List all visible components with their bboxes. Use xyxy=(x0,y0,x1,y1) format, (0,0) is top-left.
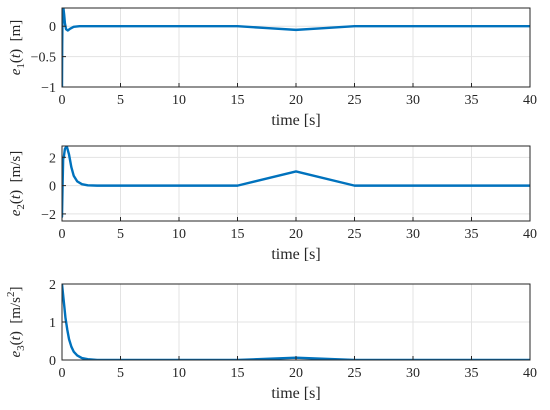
x-tick-label: 20 xyxy=(289,227,303,242)
x-tick-label: 15 xyxy=(231,227,245,242)
x-tick-label: 35 xyxy=(465,366,479,381)
x-tick-label: 25 xyxy=(348,93,362,108)
y-tick-label: −1 xyxy=(41,81,56,96)
x-tick-label: 40 xyxy=(523,366,537,381)
y-tick-label: 1 xyxy=(49,316,56,331)
y-tick-label: 0 xyxy=(49,20,56,35)
y-axis-label: e1(t) [m] xyxy=(8,20,27,76)
x-tick-label: 10 xyxy=(172,366,186,381)
subplot-3: 0 5 10 15 20 25 30 35 40 0 1 2 time [s] e3(t) [m/s2] xyxy=(5,278,537,402)
x-tick-label: 0 xyxy=(59,366,66,381)
y-tick-label: 0 xyxy=(49,354,56,369)
y-tick-label: 2 xyxy=(49,151,56,166)
x-tick-label: 5 xyxy=(117,93,124,108)
subplot-1: 0 5 10 15 20 25 30 35 40 −1 −0.5 0 time [s] e1(t) [m] xyxy=(8,7,537,129)
x-tick-label: 20 xyxy=(289,366,303,381)
x-axis-label: time [s] xyxy=(271,246,320,263)
x-tick-label: 25 xyxy=(348,366,362,381)
y-tick-label: −2 xyxy=(41,208,56,223)
x-tick-label: 35 xyxy=(465,93,479,108)
x-tick-label: 0 xyxy=(59,93,66,108)
x-tick-label: 10 xyxy=(172,93,186,108)
series-line-1 xyxy=(62,8,530,87)
y-axis-label: e2(t) [m/s] xyxy=(8,151,27,217)
y-tick-label: −0.5 xyxy=(31,51,56,66)
y-axis-label: e3(t) [m/s2] xyxy=(5,286,27,357)
x-tick-label: 25 xyxy=(348,227,362,242)
x-tick-label: 20 xyxy=(289,93,303,108)
x-tick-label: 35 xyxy=(465,227,479,242)
x-tick-label: 15 xyxy=(231,93,245,108)
x-tick-label: 40 xyxy=(523,227,537,242)
x-tick-label: 30 xyxy=(406,227,420,242)
x-tick-label: 10 xyxy=(172,227,186,242)
x-tick-label: 30 xyxy=(406,93,420,108)
x-tick-label: 15 xyxy=(231,366,245,381)
y-tick-label: 2 xyxy=(49,278,56,293)
y-tick-label: 0 xyxy=(49,180,56,195)
x-tick-label: 0 xyxy=(59,227,66,242)
x-axis-label: time [s] xyxy=(271,385,320,402)
x-tick-label: 40 xyxy=(523,93,537,108)
series-line-3 xyxy=(62,284,530,360)
x-axis-label: time [s] xyxy=(271,112,320,129)
x-tick-label: 5 xyxy=(117,227,124,242)
x-tick-label: 5 xyxy=(117,366,124,381)
x-tick-label: 30 xyxy=(406,366,420,381)
